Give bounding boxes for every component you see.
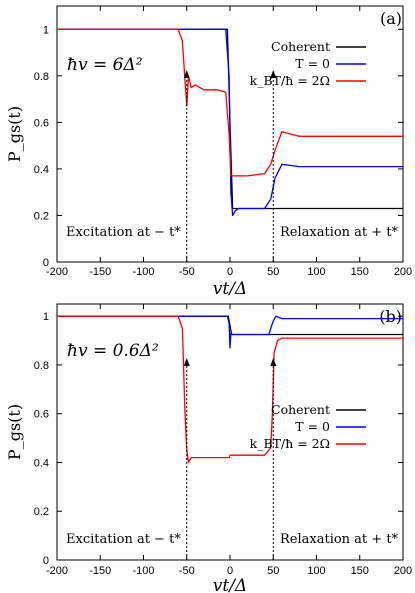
y-tick-label: 1 <box>43 24 49 36</box>
x-tick-label: 100 <box>307 565 325 577</box>
y-tick-label: 0.2 <box>34 210 49 222</box>
legend-label: T = 0 <box>295 56 330 71</box>
y-axis-label: P_gs(t) <box>5 404 24 460</box>
equation-label: ħv = 6Δ² <box>67 55 143 75</box>
y-tick-label: 0.2 <box>34 506 49 518</box>
x-tick-label: 150 <box>351 565 369 577</box>
x-tick-label: 100 <box>307 266 325 278</box>
x-tick-label: 50 <box>267 266 279 278</box>
y-tick-label: 0.6 <box>34 409 49 421</box>
legend-label: Coherent <box>271 39 330 54</box>
series-line-t-zero <box>57 28 403 217</box>
arrow-head-icon <box>183 358 190 366</box>
x-tick-label: 0 <box>227 565 233 577</box>
annotation-relaxation: Relaxation at + t* <box>280 532 399 547</box>
annotation-excitation: Excitation at − t* <box>66 225 181 240</box>
x-tick-label: -100 <box>132 266 154 278</box>
y-tick-label: 0 <box>43 555 49 567</box>
legend-label: Coherent <box>271 402 330 417</box>
x-tick-label: -150 <box>89 565 111 577</box>
panel-b: -200 -150 -100 -50 0 50 100 150 200 0 0.2 0.4 0.6 0.8… <box>5 303 412 593</box>
x-tick-label: -200 <box>46 266 68 278</box>
equation-label: ħv = 0.6Δ² <box>67 341 159 361</box>
panel-label: (a) <box>380 9 402 28</box>
panel-label: (b) <box>379 307 402 326</box>
series-line-thermal <box>57 315 403 464</box>
x-tick-label: -100 <box>132 565 154 577</box>
legend-label: k_BT/ħ = 2Ω <box>250 73 330 88</box>
arrow-head-icon <box>270 358 277 366</box>
x-tick-label: -50 <box>179 565 195 577</box>
y-tick-label: 0.4 <box>34 164 49 176</box>
x-tick-label: -200 <box>46 565 68 577</box>
x-axis-label: vt/Δ <box>213 576 247 593</box>
y-tick-label: 0 <box>43 257 49 269</box>
y-tick-label: 0.8 <box>34 71 49 83</box>
x-axis-label: vt/Δ <box>213 279 247 299</box>
x-tick-label: 200 <box>394 266 412 278</box>
arrow-head-icon <box>270 70 277 78</box>
x-tick-label: -50 <box>179 266 195 278</box>
legend-label: T = 0 <box>295 419 330 434</box>
y-tick-label: 0.6 <box>34 117 49 129</box>
x-tick-label: 150 <box>351 266 369 278</box>
y-tick-label: 0.8 <box>34 360 49 372</box>
y-axis-label: P_gs(t) <box>5 106 24 162</box>
x-tick-label: 50 <box>267 565 279 577</box>
y-tick-label: 0.4 <box>34 457 49 469</box>
series-line-thermal <box>57 28 403 177</box>
annotation-excitation: Excitation at − t* <box>66 532 181 547</box>
panel-a: -200 -150 -100 -50 0 50 100 150 200 0 0.2 0.4 0.6 0.8… <box>5 5 412 299</box>
x-tick-label: 200 <box>394 565 412 577</box>
x-tick-label: -150 <box>89 266 111 278</box>
annotation-relaxation: Relaxation at + t* <box>280 225 399 240</box>
x-tick-label: 0 <box>227 266 233 278</box>
arrow-head-icon <box>183 70 190 78</box>
series-line-t-zero <box>57 315 403 349</box>
y-tick-label: 1 <box>43 311 49 323</box>
legend-label: k_BT/ħ = 2Ω <box>250 436 330 451</box>
